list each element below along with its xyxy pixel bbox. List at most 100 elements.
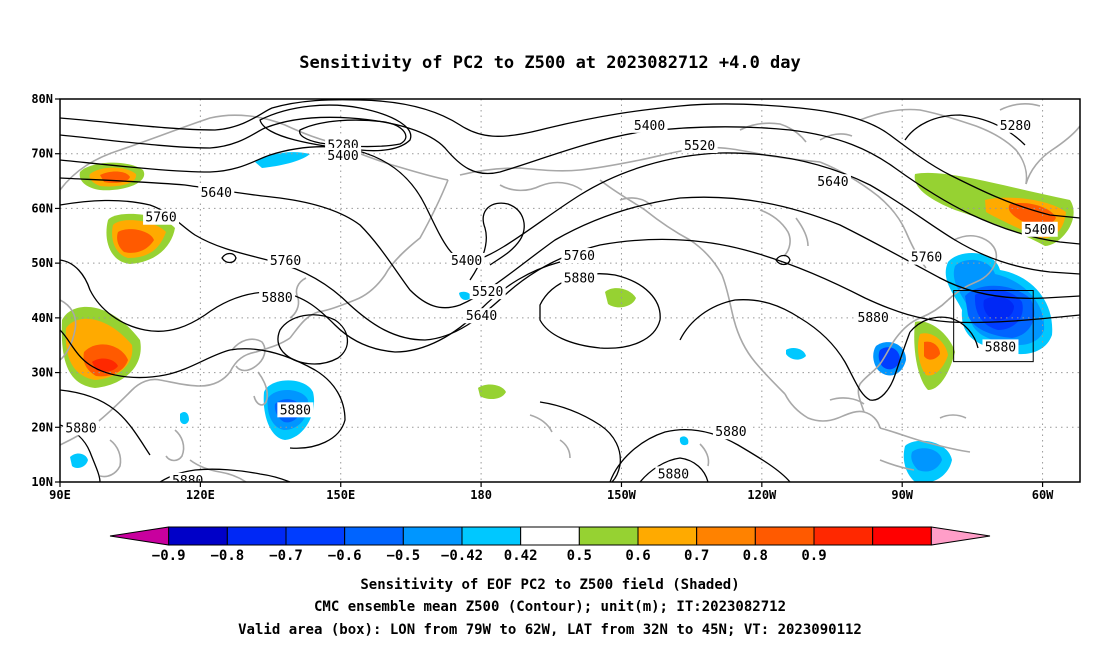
lat-tick-label: 80N xyxy=(31,92,53,106)
contour-label: 5880 xyxy=(261,291,292,306)
contour-label: 5400 xyxy=(451,254,482,269)
colorbar-segment xyxy=(461,526,522,546)
colorbar-label: −0.7 xyxy=(269,548,303,564)
valid-area-box xyxy=(953,290,1034,363)
contour-label: 5760 xyxy=(564,249,595,264)
colorbar-label: −0.5 xyxy=(386,548,420,564)
contour-label-bg xyxy=(681,138,718,154)
contour-label-bg xyxy=(143,209,180,225)
colorbar-segment xyxy=(754,526,815,546)
colorbar-segment xyxy=(344,526,404,546)
map-background xyxy=(60,99,1080,482)
colorbar: −0.9 −0.8 −0.7 −0.6 −0.5 −0.42 0.42 0.5 0.6 0.7 0.… xyxy=(109,526,991,564)
contour-label: 5880 xyxy=(658,467,689,482)
contour-label-bg xyxy=(982,339,1019,355)
contour-label-bg xyxy=(814,174,851,190)
colorbar-label: −0.8 xyxy=(210,548,244,564)
contour-label-bg xyxy=(469,284,506,300)
lat-tick-label: 30N xyxy=(31,366,53,380)
contour-labels: 5280 5400 5640 5760 5760 5880 5400 5520 5640 5760… xyxy=(63,117,1058,489)
colorbar-label: −0.9 xyxy=(152,548,186,564)
contour-label: 5880 xyxy=(564,271,595,286)
lon-tick-label: 150E xyxy=(326,488,355,502)
contour-label-bg xyxy=(63,420,100,436)
contour-label: 5880 xyxy=(715,425,746,440)
figure-title: Sensitivity of PC2 to Z500 at 2023082712… xyxy=(299,53,801,73)
contour-label: 5520 xyxy=(472,285,503,300)
contour-label: 5280 xyxy=(1000,119,1031,134)
contour-label: 5880 xyxy=(858,311,889,326)
contour-label-bg xyxy=(259,290,296,306)
colorbar-segment xyxy=(872,526,932,546)
colorbar-label: 0.8 xyxy=(743,548,768,564)
caption-line-2: CMC ensemble mean Z500 (Contour); unit(m… xyxy=(314,599,786,615)
contour-label-bg xyxy=(561,248,598,264)
colorbar-segment xyxy=(930,526,991,546)
contour-label-bg xyxy=(561,270,598,286)
lon-tick-label: 150W xyxy=(607,488,637,502)
colorbar-label: −0.6 xyxy=(328,548,362,564)
contour-label: 5400 xyxy=(634,119,665,134)
contour-label: 5400 xyxy=(327,149,358,164)
colorbar-segment xyxy=(168,526,228,546)
colorbar-segment xyxy=(520,526,580,546)
contour-label-bg xyxy=(267,252,304,268)
map-frame xyxy=(59,98,1081,483)
colorbar-segment xyxy=(578,526,639,546)
longitude-labels: 90E 120E 150E 180 150W 120W 90W 60W xyxy=(49,488,1054,502)
contour-label-bg xyxy=(908,249,945,265)
contour-label: 5880 xyxy=(172,474,203,489)
contour-label-bg xyxy=(325,147,362,163)
colorbar-segment xyxy=(226,526,287,546)
lon-tick-label: 120E xyxy=(186,488,215,502)
contour-label: 5760 xyxy=(145,211,176,226)
contour-label-bg xyxy=(631,117,668,133)
lon-tick-label: 60W xyxy=(1032,488,1054,502)
colorbar-segment xyxy=(637,526,698,546)
contour-label-bg xyxy=(463,308,500,324)
colorbar-label: 0.5 xyxy=(567,548,592,564)
contour-label: 5640 xyxy=(201,186,232,201)
contour-label-bg xyxy=(198,185,235,201)
colorbar-label: 0.7 xyxy=(684,548,709,564)
latitude-labels: 80N 70N 60N 50N 40N 30N 20N 10N xyxy=(31,92,53,489)
caption-line-1: Sensitivity of EOF PC2 to Z500 field (Sh… xyxy=(360,577,739,593)
contour-label: 5640 xyxy=(466,309,497,324)
lon-tick-label: 180 xyxy=(470,488,492,502)
contour-label-bg xyxy=(169,472,206,482)
colorbar-segment xyxy=(696,526,756,546)
contour-label-bg xyxy=(712,424,749,440)
lat-tick-label: 50N xyxy=(31,256,53,270)
caption-line-3: Valid area (box): LON from 79W to 62W, L… xyxy=(238,622,862,638)
contour-label: 5760 xyxy=(911,251,942,266)
contour-label: 5880 xyxy=(985,340,1016,355)
lat-tick-label: 20N xyxy=(31,420,53,434)
contour-label: 5880 xyxy=(65,421,96,436)
colorbar-label: −0.42 xyxy=(441,548,483,564)
colorbar-segment xyxy=(285,526,346,546)
colorbar-label: 0.42 xyxy=(504,548,538,564)
lat-tick-label: 60N xyxy=(31,201,53,215)
contour-label-bg xyxy=(277,402,314,418)
contour-label-bg xyxy=(855,309,892,325)
contour-label-bg xyxy=(655,466,692,482)
axis-ticks xyxy=(55,98,1044,487)
contour-label: 5880 xyxy=(280,403,311,418)
map-panel: 5280 5400 5640 5760 5760 5880 5400 5520 5640 5760… xyxy=(31,92,1081,502)
contour-label-bg xyxy=(1021,221,1058,237)
colorbar-label: 0.6 xyxy=(625,548,650,564)
contour-label: 5400 xyxy=(1024,223,1055,238)
contour-label: 5520 xyxy=(684,139,715,154)
contour-label-bg xyxy=(448,252,485,268)
colorbar-segment xyxy=(109,526,170,546)
lon-tick-label: 120W xyxy=(747,488,777,502)
colorbar-segment xyxy=(402,526,463,546)
lat-tick-label: 40N xyxy=(31,311,53,325)
colorbar-segment xyxy=(813,526,874,546)
lat-tick-label: 10N xyxy=(31,475,53,489)
contour-label-bg xyxy=(997,117,1034,133)
contour-label: 5760 xyxy=(270,254,301,269)
lon-tick-label: 90W xyxy=(891,488,913,502)
lon-tick-label: 90E xyxy=(49,488,71,502)
